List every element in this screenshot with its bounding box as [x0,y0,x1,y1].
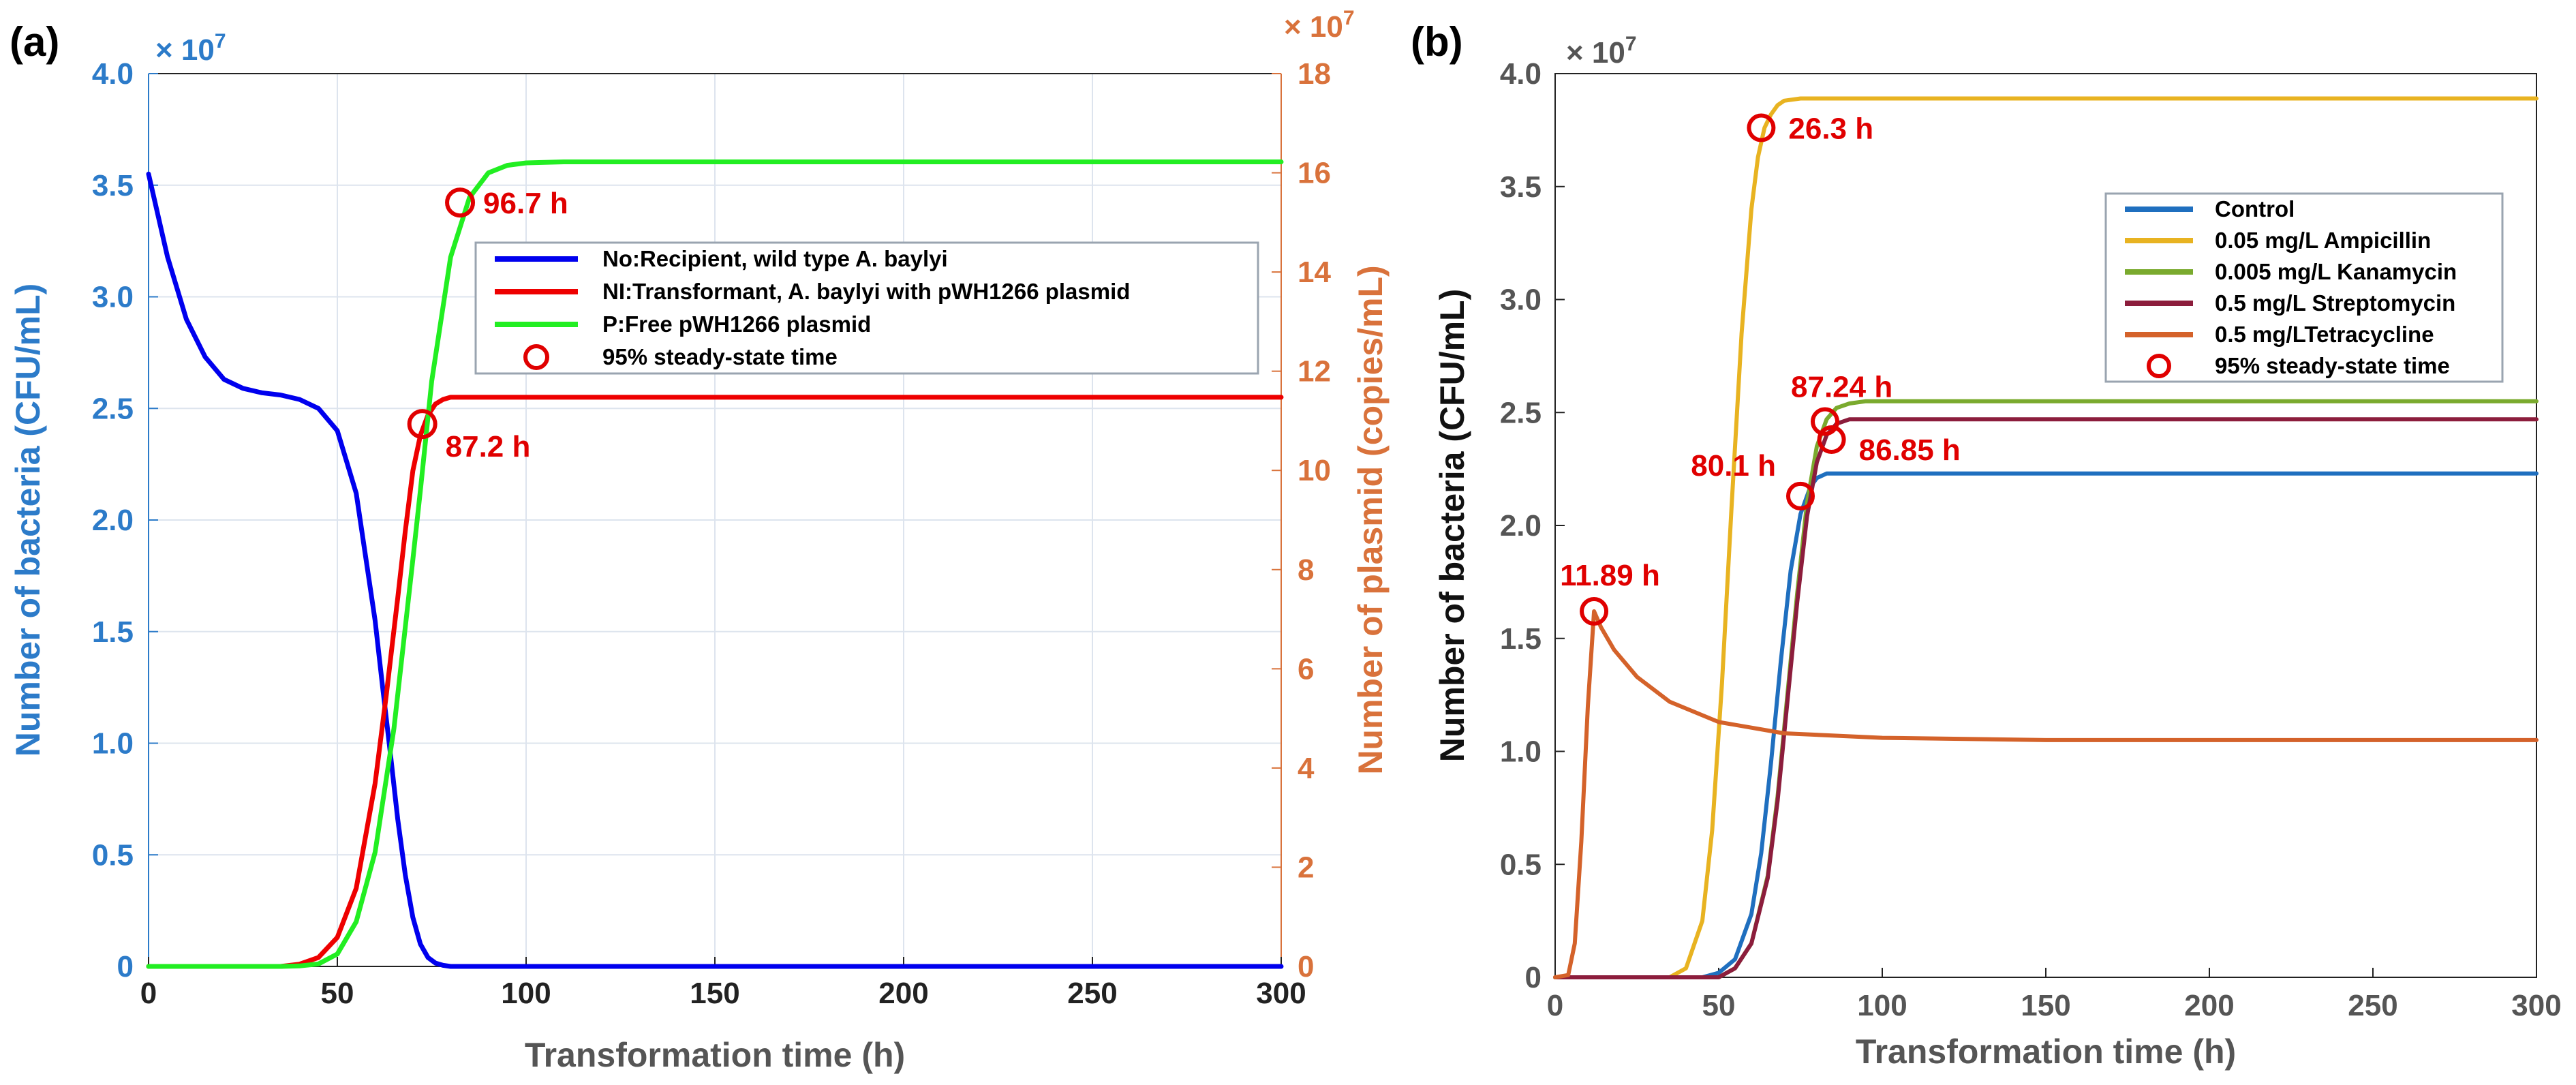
y-tick-label-b: 3.5 [1500,170,1542,204]
x-tick-label-a: 0 [140,977,157,1010]
steady-state-marker-b [1747,113,1776,142]
y-multiplier-exp-a: 7 [215,30,226,52]
y-multiplier-exp-b: 7 [1625,33,1637,55]
series-line-b-2 [1553,96,2539,979]
x-tick-label-b: 250 [2348,989,2397,1022]
legend-label-a: No:Recipient, wild type A. baylyi [602,246,948,271]
series-line-b-1 [1553,471,2539,979]
y2-tick-label-a: 4 [1298,752,1315,785]
series-line-b-5 [1553,609,2539,979]
y2-tick-label-a: 2 [1298,851,1314,884]
x-tick-label-a: 100 [501,977,551,1010]
x-tick-label-b: 50 [1702,989,1736,1022]
y-tick-label-a: 0.5 [92,838,134,872]
y2-tick-label-a: 10 [1298,454,1331,487]
legend-label-b: 0.005 mg/L Kanamycin [2215,259,2457,284]
y2-axis-label-a: Number of plasmid (copies/mL) [1351,265,1390,774]
x-tick-label-a: 200 [878,977,928,1010]
x-tick-label-a: 50 [321,977,354,1010]
legend-label-a: P:Free pWH1266 plasmid [602,311,871,337]
y-tick-label-a: 1.5 [92,615,134,649]
legend-label-b: 0.5 mg/LTetracycline [2215,322,2434,347]
legend-label-b: Control [2215,196,2295,221]
y2-tick-label-a: 6 [1298,652,1314,686]
y-tick-label-a: 2.5 [92,392,134,425]
panel-a: 0 50 100 150 200 250 30000.51.01.52.02.53.03.5… [9,7,1390,1074]
y-axis-label-a: Number of bacteria (CFU/mL) [9,284,47,757]
y-tick-label-b: 2.0 [1500,509,1542,542]
steady-state-marker-b [1580,596,1609,626]
series-line-b-4 [1553,417,2539,979]
x-tick-label-b: 200 [2184,989,2234,1022]
legend-label-a: NI:Transformant, A. baylyi with pWH1266 … [602,279,1130,304]
steady-state-label-b: 87.24 h [1791,371,1892,404]
legend-label-a: 95% steady-state time [602,344,838,369]
y-tick-label-b: 0 [1525,961,1542,994]
x-tick-label-b: 300 [2511,989,2561,1022]
legend-label-b: 0.05 mg/L Ampicillin [2215,228,2431,253]
legend-box-a [474,241,1259,375]
y2-tick-label-a: 18 [1298,57,1331,91]
y-axis-label-b: Number of bacteria (CFU/mL) [1433,289,1471,763]
steady-state-marker-b [1817,425,1846,455]
y2-multiplier-exp-a: 7 [1343,7,1355,29]
y-tick-label-b: 2.5 [1500,396,1542,429]
y2-tick-label-a: 8 [1298,553,1314,587]
y-multiplier-a: × 107 [155,30,226,67]
y-tick-label-b: 1.5 [1500,622,1542,656]
legend-marker-a [523,344,549,370]
steady-state-marker-b [1786,481,1815,510]
x-tick-label-b: 150 [2021,989,2070,1022]
steady-state-label-a: 87.2 h [446,430,531,463]
y-tick-label-a: 1.0 [92,727,134,761]
steady-state-label-b: 80.1 h [1691,449,1776,483]
legend-box-b [2104,192,2504,383]
y-tick-label-b: 1.0 [1500,735,1542,769]
series-line-a-2 [146,395,1284,969]
series-line-a-1 [146,171,1284,969]
x-tick-label-b: 100 [1857,989,1907,1022]
steady-state-label-b: 11.89 h [1560,559,1660,592]
x-axis-label-a: Transformation time (h) [525,1036,905,1074]
y-tick-label-a: 2.0 [92,504,134,537]
panel-label-a: (a) [10,19,59,65]
x-tick-label-a: 300 [1256,977,1306,1010]
steady-state-marker-a [445,187,476,218]
y-tick-label-a: 0 [117,950,134,983]
series-line-a-3 [146,159,1284,969]
y-tick-label-b: 3.0 [1500,284,1542,317]
legend-label-b: 95% steady-state time [2215,353,2450,378]
y2-multiplier-a: × 107 [1284,7,1355,44]
y-multiplier-b: × 107 [1566,33,1637,70]
x-tick-label-a: 150 [690,977,739,1010]
y-tick-label-a: 3.5 [92,169,134,202]
steady-state-label-a: 96.7 h [483,187,568,220]
legend-label-b: 0.5 mg/L Streptomycin [2215,290,2455,316]
y-tick-label-b: 4.0 [1500,57,1542,91]
legend-marker-b [2147,354,2171,378]
y2-tick-label-a: 16 [1298,157,1331,190]
steady-state-marker-b [1811,407,1839,436]
steady-state-label-b: 86.85 h [1859,433,1961,467]
panel-label-b: (b) [1411,19,1463,65]
steady-state-marker-a [407,409,438,440]
x-tick-label-a: 250 [1067,977,1117,1010]
y-tick-label-a: 3.0 [92,281,134,314]
y2-tick-label-a: 14 [1298,256,1331,289]
steady-state-label-b: 26.3 h [1788,112,1873,146]
y2-tick-label-a: 0 [1298,950,1314,983]
y-tick-label-b: 0.5 [1500,848,1542,881]
x-tick-label-b: 0 [1547,989,1563,1022]
y2-tick-label-a: 12 [1298,355,1331,388]
panel-b: 0 50 100 150 200 250 300 0 0.5 1.0 1.5 2.0 2.5 3.0 3.5… [1411,19,2562,1071]
y-tick-label-a: 4.0 [92,57,134,91]
x-axis-label-b: Transformation time (h) [1856,1033,2236,1071]
